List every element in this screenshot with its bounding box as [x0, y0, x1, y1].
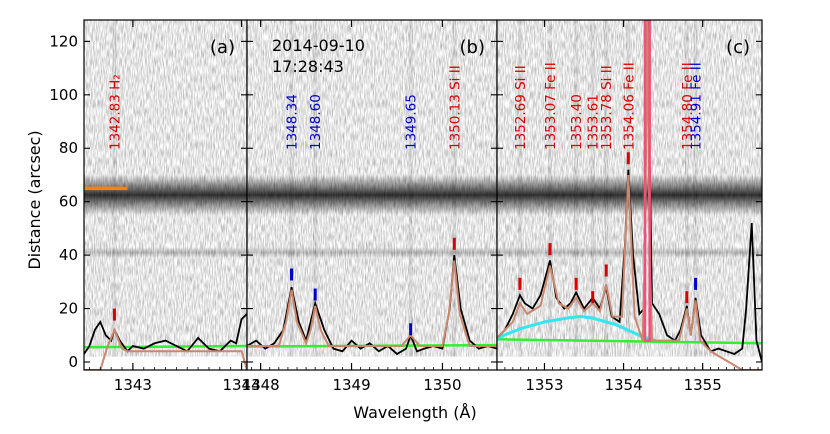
- panel-a: 1343 1344 (a) 1342.83 H₂: [83, 19, 261, 394]
- emission-streak: [604, 20, 609, 357]
- date-label: 2014-09-10: [272, 36, 365, 55]
- observed-spectrum: [497, 20, 762, 363]
- emission-streak: [289, 20, 294, 357]
- emission-streak: [590, 20, 595, 357]
- y-tick-label: 80: [59, 139, 78, 157]
- y-tick-label: 40: [59, 246, 78, 264]
- panel-b: 1348 1349 1350 (b) 1348.34 1348.60 1349.65 1350…: [242, 19, 498, 394]
- gaussian-fit: [497, 20, 762, 370]
- spectral-line-label: 1354.91 Fe II: [689, 62, 705, 150]
- dark-band: [84, 174, 247, 216]
- spectral-line-label: 1354.80 Fe II: [680, 62, 696, 150]
- x-tick-label: 1349: [332, 376, 370, 394]
- emission-streak: [517, 20, 522, 357]
- x-tick-label: 1354: [604, 376, 642, 394]
- continuum-gaussian: [497, 315, 656, 343]
- panel-c: 1353 1354 1355 (c) 1352.69 Si II 1353.07 Fe I…: [496, 19, 763, 394]
- observed-spectrum: [84, 313, 247, 355]
- spectral-line-label: 1353.61: [586, 94, 602, 150]
- emission-streak: [313, 20, 318, 357]
- spectral-line-label: 1353.40: [569, 94, 585, 150]
- panel-label: (c): [726, 37, 750, 58]
- faint-band: [497, 247, 762, 258]
- emission-streak: [548, 20, 552, 357]
- x-axis-label: Wavelength (Å): [353, 403, 476, 422]
- background-fit-line: [497, 338, 762, 345]
- spectral-line-label: 1354.06 Fe II: [621, 62, 637, 150]
- faint-band: [84, 247, 247, 258]
- gaussian-fit: [84, 327, 247, 370]
- y-tick-label: 100: [49, 86, 78, 104]
- emission-streak: [684, 20, 689, 357]
- emission-streak: [574, 20, 579, 357]
- x-tick-label: 1343: [114, 376, 152, 394]
- spectral-line-label: 1342.83 H₂: [107, 74, 123, 150]
- x-tick-label: 1344: [222, 376, 260, 394]
- y-axis: 0 20 40 60 80 100 120: [49, 32, 78, 371]
- faint-band: [247, 247, 497, 258]
- spectral-line-label: 1350.13 Si II: [447, 65, 463, 150]
- y-tick-label: 120: [49, 32, 78, 50]
- emission-streak: [693, 20, 698, 357]
- observed-spectrum: [247, 255, 497, 356]
- time-label: 17:28:43: [272, 57, 344, 76]
- spectral-line-label: 1353.07 Fe II: [543, 62, 559, 150]
- emission-streak: [408, 20, 413, 357]
- panel-label: (a): [210, 37, 235, 58]
- x-tick-label: 1348: [242, 376, 280, 394]
- dark-band: [247, 174, 497, 216]
- y-tick-label: 20: [59, 300, 78, 318]
- spectral-line-label: 1353.78 Si II: [599, 65, 615, 150]
- y-tick-label: 60: [59, 193, 78, 211]
- emission-streak: [452, 20, 457, 357]
- background-fit-line: [84, 344, 247, 349]
- panel-frame: [496, 19, 763, 371]
- y-tick-label: 0: [68, 353, 78, 371]
- spectral-line-label: 1348.60: [308, 94, 324, 150]
- spectral-line-label: 1348.34: [285, 94, 301, 150]
- spectral-line-label: 1349.65: [404, 94, 420, 150]
- x-tick-label: 1355: [684, 376, 722, 394]
- spectral-line-label: 1352.69 Si II: [513, 65, 529, 150]
- y-axis-label: Distance (arcsec): [25, 130, 44, 269]
- x-tick-label: 1350: [423, 376, 461, 394]
- saturated-line: [643, 20, 651, 342]
- gaussian-fit: [247, 260, 497, 347]
- x-tick-label: 1353: [525, 376, 563, 394]
- panel-label: (b): [460, 37, 485, 58]
